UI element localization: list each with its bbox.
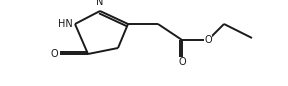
Text: HN: HN <box>58 19 73 29</box>
Text: N: N <box>96 0 104 7</box>
Text: O: O <box>50 49 58 59</box>
Text: O: O <box>204 35 212 45</box>
Text: O: O <box>178 57 186 67</box>
